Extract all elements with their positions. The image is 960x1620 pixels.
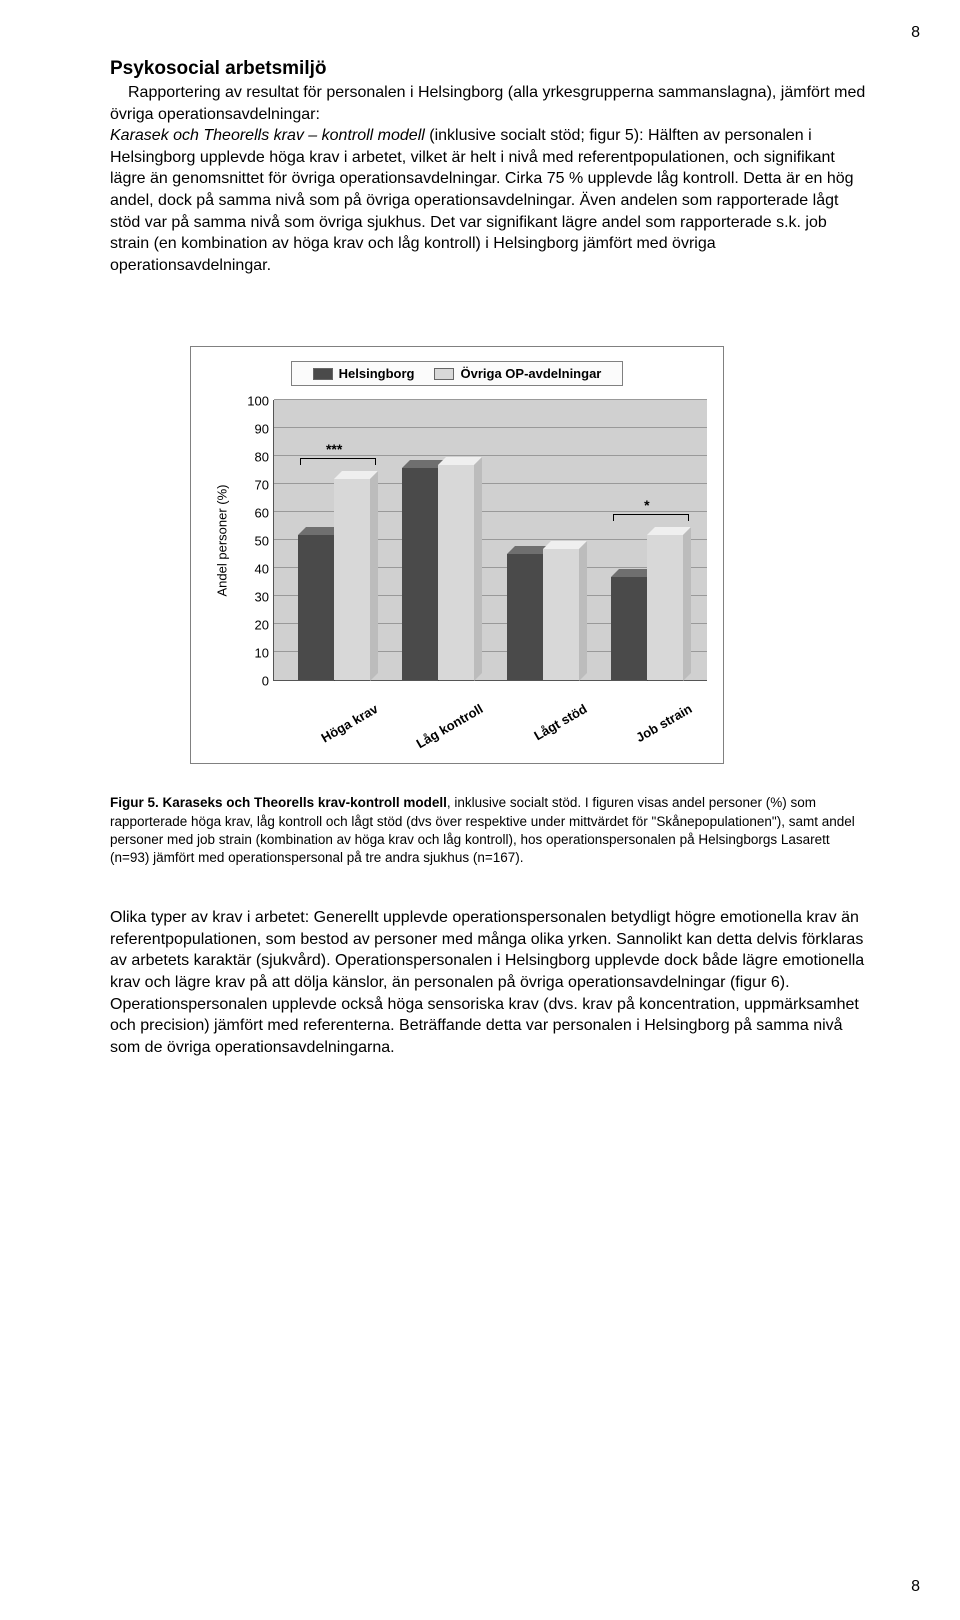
x-tick-label: Höga krav <box>304 701 401 789</box>
y-tick: 60 <box>255 506 269 521</box>
y-tick: 80 <box>255 450 269 465</box>
bar <box>543 549 579 681</box>
y-tick: 50 <box>255 534 269 549</box>
para2-rest: Generellt upplevde operationspersonalen … <box>110 909 864 1056</box>
y-axis-label: Andel personer (%) <box>215 485 230 597</box>
bar-pair: * <box>611 535 683 681</box>
page-number-top: 8 <box>911 24 920 42</box>
bar <box>507 554 543 680</box>
chart-legend: Helsingborg Övriga OP-avdelningar <box>291 361 623 386</box>
x-axis-labels: Höga kravLåg kontrollLågt stödJob strain <box>273 689 707 745</box>
legend-swatch-0 <box>313 368 333 380</box>
y-tick: 30 <box>255 590 269 605</box>
y-axis-ticks: 0102030405060708090100 <box>237 400 273 680</box>
bar <box>438 465 474 681</box>
bar <box>611 577 647 681</box>
significance-annotation: *** <box>298 441 370 457</box>
y-tick: 100 <box>247 394 269 409</box>
bar <box>402 468 438 681</box>
paragraph-2: Olika typer av krav i arbetet: Generellt… <box>110 907 870 1058</box>
bar-pair <box>402 465 474 681</box>
legend-swatch-1 <box>434 368 454 380</box>
chart-figure-5: Helsingborg Övriga OP-avdelningar Andel … <box>110 346 870 764</box>
legend-label-1: Övriga OP-avdelningar <box>460 366 601 381</box>
caption-bold: Figur 5. Karaseks och Theorells krav-kon… <box>110 795 447 810</box>
y-tick: 70 <box>255 478 269 493</box>
bar <box>647 535 683 681</box>
legend-item-ovriga: Övriga OP-avdelningar <box>434 366 601 381</box>
para1-rest: (inklusive socialt stöd; figur 5): Hälft… <box>110 127 854 274</box>
bar <box>298 535 334 681</box>
x-tick-label: Lågt stöd <box>513 701 610 789</box>
x-axis-row: Höga kravLåg kontrollLågt stödJob strain <box>273 689 707 745</box>
chart-row: Andel personer (%) 010203040506070809010… <box>207 400 707 681</box>
x-tick-label: Job strain <box>617 701 714 789</box>
y-tick: 40 <box>255 562 269 577</box>
y-tick: 20 <box>255 618 269 633</box>
figure-5-caption: Figur 5. Karaseks och Theorells krav-kon… <box>110 794 870 867</box>
page-number-bottom: 8 <box>911 1578 920 1596</box>
chart-bars: **** <box>274 400 707 680</box>
para2-italic: Olika typer av krav i arbetet: <box>110 909 309 926</box>
para1-italic: Karasek och Theorells krav – kontroll mo… <box>110 127 425 144</box>
x-tick-label: Låg kontroll <box>408 701 505 789</box>
legend-label-0: Helsingborg <box>339 366 415 381</box>
bar <box>334 479 370 681</box>
bar-pair <box>507 549 579 681</box>
chart-plot-area: **** <box>273 400 707 681</box>
y-tick: 10 <box>255 646 269 661</box>
legend-item-helsingborg: Helsingborg <box>313 366 415 381</box>
significance-annotation: * <box>611 497 683 513</box>
chart-frame: Helsingborg Övriga OP-avdelningar Andel … <box>190 346 724 764</box>
y-tick: 0 <box>262 674 269 689</box>
bar-pair: *** <box>298 479 370 681</box>
section-heading: Psykosocial arbetsmiljö <box>110 58 870 80</box>
paragraph-1: Rapportering av resultat för personalen … <box>110 82 870 276</box>
y-tick: 90 <box>255 422 269 437</box>
y-axis-label-wrap: Andel personer (%) <box>207 400 237 681</box>
para1-lead: Rapportering av resultat för personalen … <box>110 82 870 125</box>
